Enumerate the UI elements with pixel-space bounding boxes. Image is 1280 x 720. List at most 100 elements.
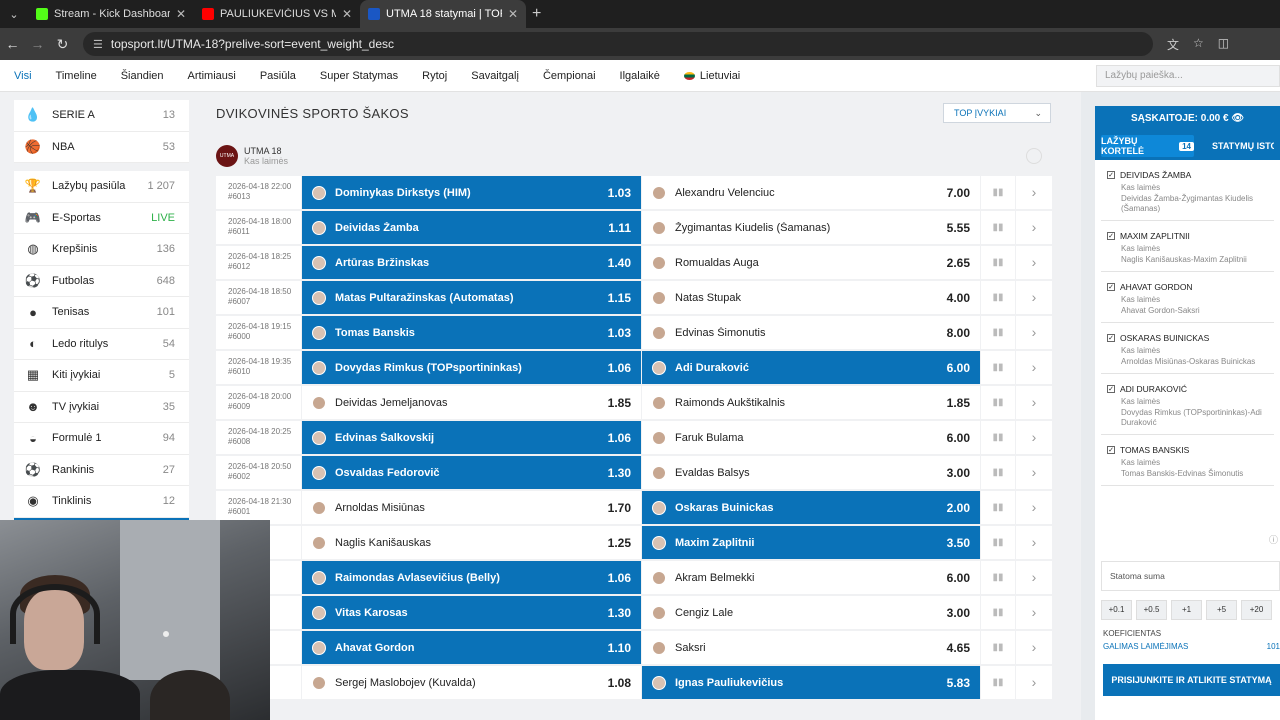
sidebar-item[interactable]: 🏀 NBA 53 <box>14 131 189 163</box>
stats-icon[interactable]: ▮▮ <box>981 211 1015 244</box>
odds-button[interactable]: Edvinas Šimonutis 8.00 <box>642 316 980 349</box>
odds-button[interactable]: Raimonds Aukštikalnis 1.85 <box>642 386 980 419</box>
odds-button[interactable]: Maxim Zaplitnii 3.50 <box>642 526 980 559</box>
odds-button[interactable]: Arnoldas Misiūnas 1.70 <box>302 491 641 524</box>
tab-search-icon[interactable]: ⌄ <box>9 8 19 21</box>
quick-stake-button[interactable]: +0.1 <box>1101 600 1132 620</box>
chevron-right-icon[interactable]: › <box>1016 666 1052 699</box>
odds-button[interactable]: Dovydas Rimkus (TOPsportininkas) 1.06 <box>302 351 641 384</box>
site-info-icon[interactable]: ☰ <box>93 38 103 51</box>
nav-item[interactable]: Ilgalaikė <box>620 70 660 82</box>
nav-item[interactable]: Timeline <box>56 70 97 82</box>
stats-icon[interactable]: ▮▮ <box>981 176 1015 209</box>
odds-button[interactable]: Tomas Banskis 1.03 <box>302 316 641 349</box>
odds-button[interactable]: Sergej Maslobojev (Kuvalda) 1.08 <box>302 666 641 699</box>
chevron-right-icon[interactable]: › <box>1016 281 1052 314</box>
sidebar-item[interactable]: ▦ Kiti įvykiai 5 <box>14 360 189 392</box>
tab-bet-slip[interactable]: LAŽYBŲ KORTELĖ 14 <box>1101 135 1194 157</box>
sidebar-item[interactable]: ◉ Tinklinis 12 <box>14 486 189 518</box>
odds-button[interactable]: Raimondas Avlasevičius (Belly) 1.06 <box>302 561 641 594</box>
stats-icon[interactable]: ▮▮ <box>981 491 1015 524</box>
odds-button[interactable]: Ahavat Gordon 1.10 <box>302 631 641 664</box>
sort-select[interactable]: TOP ĮVYKIAI ⌄ <box>943 103 1051 123</box>
chevron-right-icon[interactable]: › <box>1016 631 1052 664</box>
quick-stake-button[interactable]: +0.5 <box>1136 600 1167 620</box>
stats-icon[interactable]: ▮▮ <box>981 631 1015 664</box>
stats-icon[interactable]: ▮▮ <box>981 316 1015 349</box>
stats-icon[interactable]: ▮▮ <box>981 596 1015 629</box>
chevron-right-icon[interactable]: › <box>1016 351 1052 384</box>
chevron-right-icon[interactable]: › <box>1016 246 1052 279</box>
stats-icon[interactable]: ▮▮ <box>981 666 1015 699</box>
sidebar-item[interactable]: ◐ Ledo ritulys 54 <box>14 328 189 360</box>
bookmark-star-icon[interactable]: ☆ <box>1193 35 1204 50</box>
bet-checkbox[interactable]: ✓ <box>1107 385 1115 393</box>
odds-button[interactable]: Oskaras Buinickas 2.00 <box>642 491 980 524</box>
forward-icon[interactable]: → <box>30 36 45 52</box>
odds-button[interactable]: Alexandru Velenciuc 7.00 <box>642 176 980 209</box>
odds-button[interactable]: Akram Belmekki 6.00 <box>642 561 980 594</box>
sidebar-item[interactable]: 🏆 Lažybų pasiūla 1 207 <box>14 171 189 203</box>
nav-item[interactable]: Visi <box>14 70 32 82</box>
odds-button[interactable]: Adi Duraković 6.00 <box>642 351 980 384</box>
odds-button[interactable]: Dominykas Dirkstys (HIM) 1.03 <box>302 176 641 209</box>
bet-checkbox[interactable]: ✓ <box>1107 446 1115 454</box>
odds-button[interactable]: Artūras Bržinskas 1.40 <box>302 246 641 279</box>
chevron-right-icon[interactable]: › <box>1016 456 1052 489</box>
bet-checkbox[interactable]: ✓ <box>1107 334 1115 342</box>
quick-stake-button[interactable]: +1 <box>1171 600 1202 620</box>
sidebar-item[interactable]: 💧 SERIE A 13 <box>14 100 189 132</box>
browser-tab[interactable]: UTMA 18 statymai | TOPsport lažybų ✕ <box>360 0 526 28</box>
odds-button[interactable]: Evaldas Balsys 3.00 <box>642 456 980 489</box>
stats-icon[interactable]: ▮▮ <box>981 526 1015 559</box>
stats-icon[interactable]: ▮▮ <box>981 246 1015 279</box>
stats-icon[interactable]: ▮▮ <box>981 351 1015 384</box>
stats-icon[interactable]: ▮▮ <box>981 456 1015 489</box>
nav-item[interactable]: Čempionai <box>543 70 596 82</box>
odds-button[interactable]: Deividas Žamba 1.11 <box>302 211 641 244</box>
close-tab-icon[interactable]: ✕ <box>507 7 518 21</box>
nav-item[interactable]: Rytoj <box>422 70 447 82</box>
bet-checkbox[interactable]: ✓ <box>1107 232 1115 240</box>
league-toggle-icon[interactable] <box>1026 148 1042 164</box>
odds-button[interactable]: Faruk Bulama 6.00 <box>642 421 980 454</box>
stats-icon[interactable]: ▮▮ <box>981 281 1015 314</box>
odds-button[interactable]: Deividas Jemeljanovas 1.85 <box>302 386 641 419</box>
nav-item[interactable]: Šiandien <box>121 70 164 82</box>
odds-button[interactable]: Romualdas Auga 2.65 <box>642 246 980 279</box>
sidebar-item[interactable]: ● Tenisas 101 <box>14 297 189 329</box>
odds-button[interactable]: Ignas Pauliukevičius 5.83 <box>642 666 980 699</box>
odds-button[interactable]: Saksri 4.65 <box>642 631 980 664</box>
chevron-right-icon[interactable]: › <box>1016 386 1052 419</box>
eye-icon[interactable]: 👁 <box>1231 113 1245 124</box>
odds-button[interactable]: Naglis Kanišauskas 1.25 <box>302 526 641 559</box>
odds-button[interactable]: Cengiz Lale 3.00 <box>642 596 980 629</box>
nav-item[interactable]: Lietuviai <box>683 70 740 82</box>
quick-stake-button[interactable]: +20 <box>1241 600 1272 620</box>
stats-icon[interactable]: ▮▮ <box>981 561 1015 594</box>
browser-tab[interactable]: Stream - Kick Dashboard ✕ <box>28 0 194 28</box>
quick-stake-button[interactable]: +5 <box>1206 600 1237 620</box>
chevron-right-icon[interactable]: › <box>1016 491 1052 524</box>
sidebar-item[interactable]: ⚽ Futbolas 648 <box>14 265 189 297</box>
nav-item[interactable]: Pasiūla <box>260 70 296 82</box>
bet-checkbox[interactable]: ✓ <box>1107 171 1115 179</box>
info-icon[interactable]: ⓘ <box>1268 535 1278 545</box>
chevron-right-icon[interactable]: › <box>1016 526 1052 559</box>
back-icon[interactable]: ← <box>5 36 20 52</box>
close-tab-icon[interactable]: ✕ <box>341 7 352 21</box>
odds-button[interactable]: Osvaldas Fedorovič 1.30 <box>302 456 641 489</box>
chevron-right-icon[interactable]: › <box>1016 421 1052 454</box>
tab-bet-history[interactable]: STATYMŲ ISTORIJA <box>1212 141 1274 151</box>
nav-item[interactable]: Artimiausi <box>188 70 236 82</box>
odds-button[interactable]: Matas Pultaražinskas (Automatas) 1.15 <box>302 281 641 314</box>
reload-icon[interactable]: ↻ <box>56 35 69 52</box>
stats-icon[interactable]: ▮▮ <box>981 386 1015 419</box>
nav-item[interactable]: Savaitgalį <box>471 70 519 82</box>
odds-button[interactable]: Žygimantas Kiudelis (Šamanas) 5.55 <box>642 211 980 244</box>
sidebar-item[interactable]: 🎮 E-Sportas LIVE <box>14 202 189 234</box>
stats-icon[interactable]: ▮▮ <box>981 421 1015 454</box>
close-tab-icon[interactable]: ✕ <box>175 7 186 21</box>
chevron-right-icon[interactable]: › <box>1016 211 1052 244</box>
chevron-right-icon[interactable]: › <box>1016 316 1052 349</box>
